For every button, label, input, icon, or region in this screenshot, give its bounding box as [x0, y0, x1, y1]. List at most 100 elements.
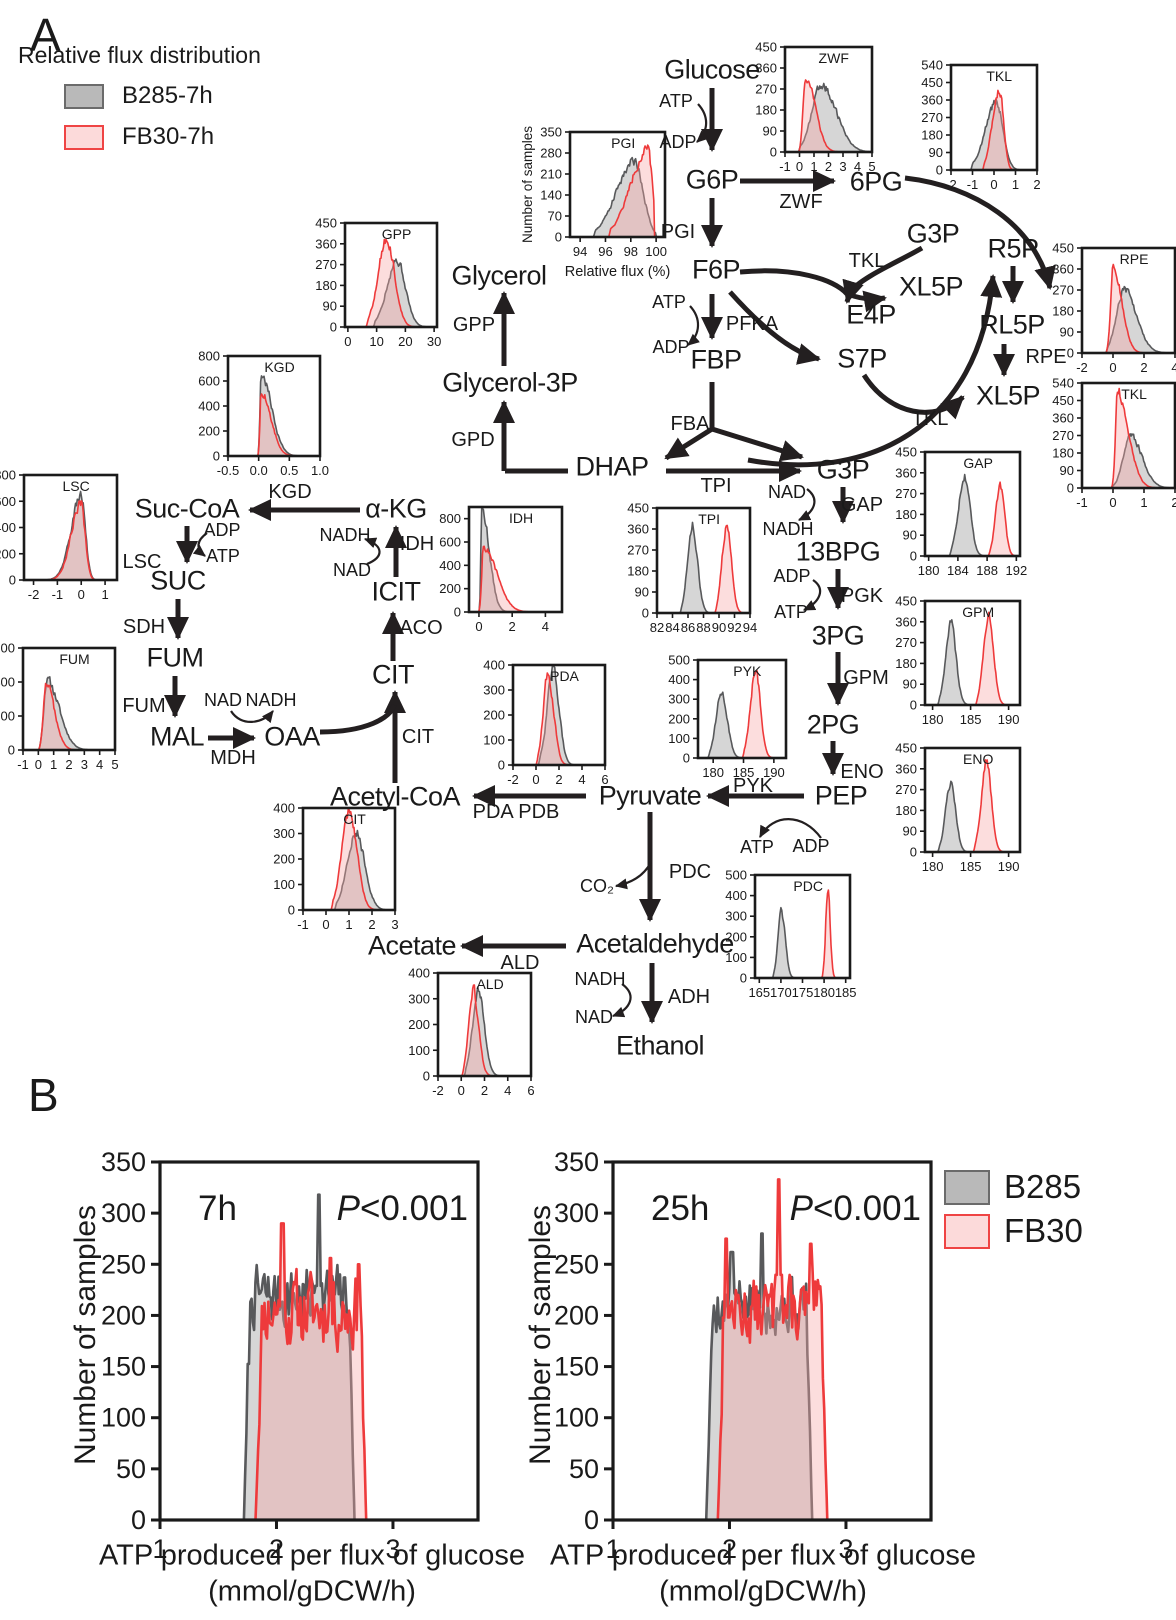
svg-text:30: 30	[427, 334, 441, 349]
enzyme-aco-22: ACO	[399, 617, 443, 639]
svg-text:270: 270	[315, 257, 337, 272]
svg-text:270: 270	[627, 543, 649, 558]
svg-text:0: 0	[683, 751, 690, 766]
svg-text:ENO: ENO	[963, 751, 993, 767]
svg-text:450: 450	[895, 445, 917, 460]
svg-text:0: 0	[344, 334, 351, 349]
panel-b-letter: B	[28, 1069, 59, 1121]
fb30-swatch-b	[944, 1213, 990, 1249]
svg-text:4: 4	[96, 757, 103, 772]
fb30-label: FB30-7h	[122, 123, 215, 150]
svg-text:400: 400	[439, 558, 461, 573]
cofactor-co-10: CO₂	[580, 876, 614, 896]
svg-text:180: 180	[315, 278, 337, 293]
metabolite-g6p-1: G6P	[685, 164, 739, 195]
svg-text:1: 1	[1012, 177, 1019, 192]
inset-lsc: 800 600 400 200 0 -2 -1 0 1 LSC	[0, 468, 119, 602]
svg-text:3: 3	[839, 159, 846, 174]
enzyme-ald-12: ALD	[500, 952, 540, 974]
svg-text:450: 450	[1052, 241, 1074, 256]
series-fb30	[717, 1179, 828, 1520]
enzyme-mdh-20: MDH	[210, 747, 256, 769]
svg-text:270: 270	[895, 486, 917, 501]
enzyme-gpd-15: GPD	[451, 429, 495, 451]
svg-text:1: 1	[50, 757, 57, 772]
svg-text:0.5: 0.5	[280, 463, 298, 478]
cofactor-nad-15: NAD	[203, 690, 243, 710]
svg-text:0: 0	[9, 573, 16, 588]
svg-text:0: 0	[475, 619, 482, 634]
svg-text:0: 0	[910, 845, 917, 860]
cofactor-nad-17: NAD	[332, 560, 372, 580]
svg-text:360: 360	[895, 465, 917, 480]
svg-text:90: 90	[903, 824, 917, 839]
svg-text:300: 300	[408, 991, 430, 1006]
metabolite-dhap-5: DHAP	[575, 451, 649, 482]
svg-text:LSC: LSC	[62, 478, 89, 494]
svg-text:400: 400	[725, 888, 747, 903]
svg-text:600: 600	[439, 535, 461, 550]
arrow-tkl-e4p	[842, 278, 864, 304]
svg-text:Relative flux (%): Relative flux (%)	[565, 264, 671, 280]
svg-text:PGI: PGI	[611, 135, 635, 151]
svg-text:Number of samples: Number of samples	[520, 126, 535, 243]
arrow-tkl-xl5p	[847, 290, 887, 313]
svg-text:2: 2	[1033, 177, 1040, 192]
svg-text:185: 185	[733, 765, 755, 780]
svg-text:-2: -2	[507, 772, 519, 787]
svg-text:RPE: RPE	[1120, 251, 1149, 267]
svg-text:ALD: ALD	[476, 976, 503, 992]
enzyme-tpi-4: TPI	[700, 475, 732, 497]
metabolite-ethanol-15: Ethanol	[615, 1030, 705, 1061]
arrow-adp-atp-pyk	[759, 818, 822, 839]
svg-text:90: 90	[903, 528, 917, 543]
svg-text:0: 0	[1109, 360, 1116, 375]
svg-text:0: 0	[8, 743, 15, 758]
metabolite-6pg-2: 6PG	[849, 166, 903, 197]
enzyme-eno-8: ENO	[840, 761, 884, 783]
right-chart-xlabel-units: (mmol/gDCW/h)	[659, 1575, 867, 1608]
svg-text:-1: -1	[52, 587, 64, 602]
svg-text:400: 400	[483, 658, 505, 673]
svg-text:190: 190	[763, 765, 785, 780]
svg-text:IDH: IDH	[509, 510, 533, 526]
arrow-atp-adp-pfka	[687, 305, 700, 346]
svg-text:0: 0	[288, 903, 295, 918]
svg-text:1: 1	[605, 1534, 620, 1564]
metabolite-xl5p-24: XL5P	[975, 380, 1041, 411]
svg-text:-1: -1	[17, 757, 29, 772]
arrow-adp-atp-lsc	[192, 532, 208, 557]
cofactor-nadh-16: NADH	[245, 690, 297, 710]
svg-text:200: 200	[668, 711, 690, 726]
svg-text:250: 250	[554, 1249, 599, 1279]
svg-text:6: 6	[601, 772, 608, 787]
svg-text:100: 100	[668, 731, 690, 746]
enzyme-pgi-1: PGI	[660, 221, 696, 243]
svg-text:180: 180	[921, 128, 943, 143]
right-chart-xlabel: ATP produced per flux of glucose	[549, 1539, 977, 1572]
svg-text:0: 0	[458, 1083, 465, 1098]
svg-text:100: 100	[273, 877, 295, 892]
svg-text:360: 360	[755, 61, 777, 76]
svg-text:500: 500	[725, 868, 747, 883]
enzyme-pfka-2: PFKA	[725, 313, 779, 335]
svg-text:1.0: 1.0	[311, 463, 329, 478]
svg-text:0: 0	[740, 971, 747, 986]
chart-title-25h: 25h	[651, 1189, 709, 1228]
svg-text:90: 90	[323, 299, 337, 314]
cofactor-atp-0: ATP	[659, 91, 693, 111]
svg-text:270: 270	[755, 82, 777, 97]
inset-idh: 800 600 400 200 00 2 4 IDH	[439, 505, 564, 634]
arrow-f6p-tkl	[739, 268, 849, 296]
svg-text:2: 2	[269, 1534, 284, 1564]
metabolite-mal-28: MAL	[149, 721, 205, 752]
cofactor-nad-4: NAD	[767, 482, 807, 502]
svg-text:200: 200	[408, 1017, 430, 1032]
svg-text:350: 350	[101, 1147, 146, 1177]
arrow-atp-adp-hexokinase	[696, 103, 709, 143]
enzyme-gap-5: GAP	[840, 494, 884, 516]
